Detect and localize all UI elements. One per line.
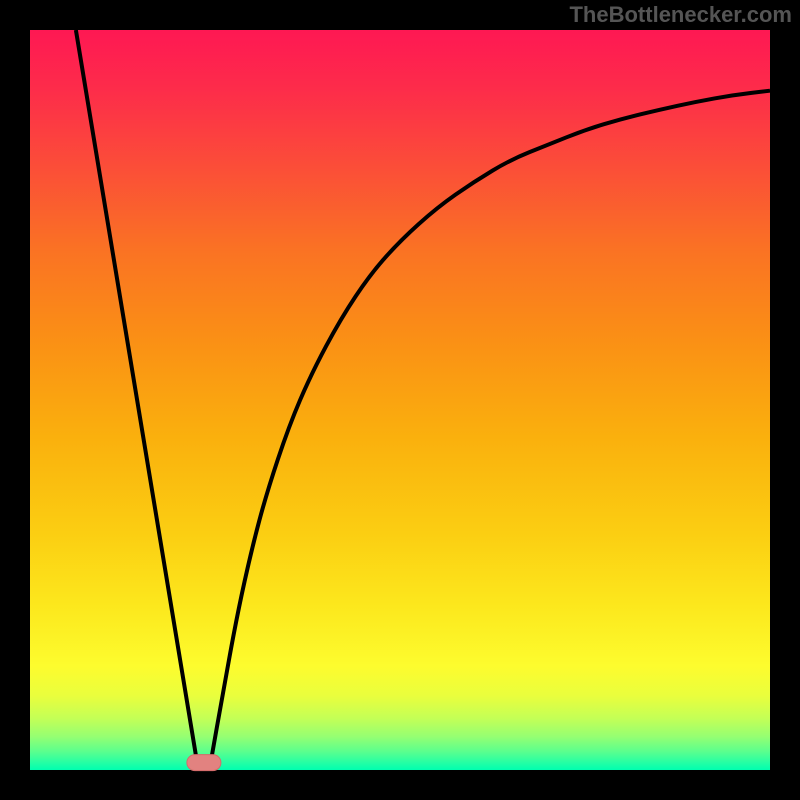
bottleneck-chart	[0, 0, 800, 800]
minimum-marker	[187, 755, 221, 771]
chart-container: TheBottlenecker.com	[0, 0, 800, 800]
plot-gradient-background	[30, 30, 770, 770]
attribution-text[interactable]: TheBottlenecker.com	[569, 2, 792, 28]
